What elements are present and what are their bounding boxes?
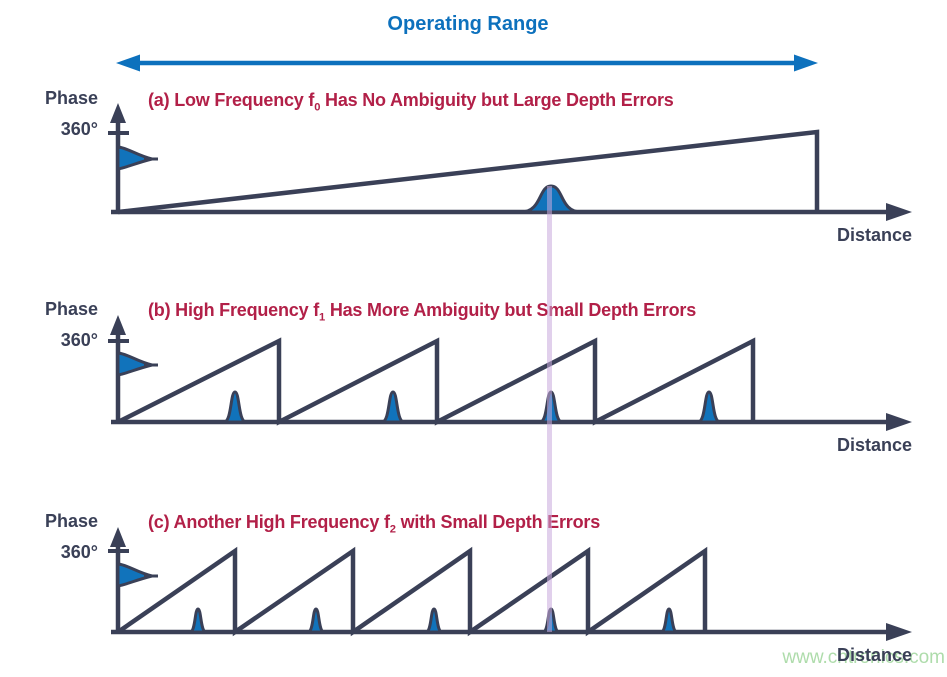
chart-title-a-sub: 0	[314, 101, 321, 114]
distance-axis-label-a: Distance	[836, 225, 912, 245]
phase-axis-label-a: Phase	[44, 88, 98, 108]
true-distance-marker	[546, 186, 552, 632]
operating-range-label: Operating Range	[387, 13, 549, 35]
chart-title-b: (b) High Frequency f1 Has More Ambiguity…	[148, 300, 697, 324]
chart-title-c-pre: (c) Another High Frequency f	[148, 512, 390, 532]
chart-title-b-post: Has More Ambiguity but Small Depth Error…	[325, 300, 697, 320]
chart-title-b-sub: 1	[319, 311, 326, 324]
phase-axis-label-c: Phase	[44, 511, 98, 531]
chart-title-c: (c) Another High Frequency f2 with Small…	[148, 512, 601, 536]
chart-title-c-sub: 2	[389, 523, 396, 536]
chart-title-b-pre: (b) High Frequency f	[148, 300, 319, 320]
360-degree-tick-label-b: 360°	[60, 330, 98, 350]
chart-title-a: (a) Low Frequency f0 Has No Ambiguity bu…	[148, 90, 674, 114]
phase-axis-label-b: Phase	[44, 299, 98, 319]
distance-axis-label-b: Distance	[836, 435, 912, 455]
360-degree-tick-label-c: 360°	[60, 542, 98, 562]
chart-title-a-post: Has No Ambiguity but Large Depth Errors	[320, 90, 674, 110]
distance-axis-label-c: Distance	[836, 645, 912, 665]
chart-title-a-pre: (a) Low Frequency f	[148, 90, 315, 110]
chart-title-c-post: with Small Depth Errors	[395, 512, 601, 532]
360-degree-tick-label-a: 360°	[60, 119, 98, 139]
watermark-text: www.cntronics.com	[782, 647, 945, 668]
